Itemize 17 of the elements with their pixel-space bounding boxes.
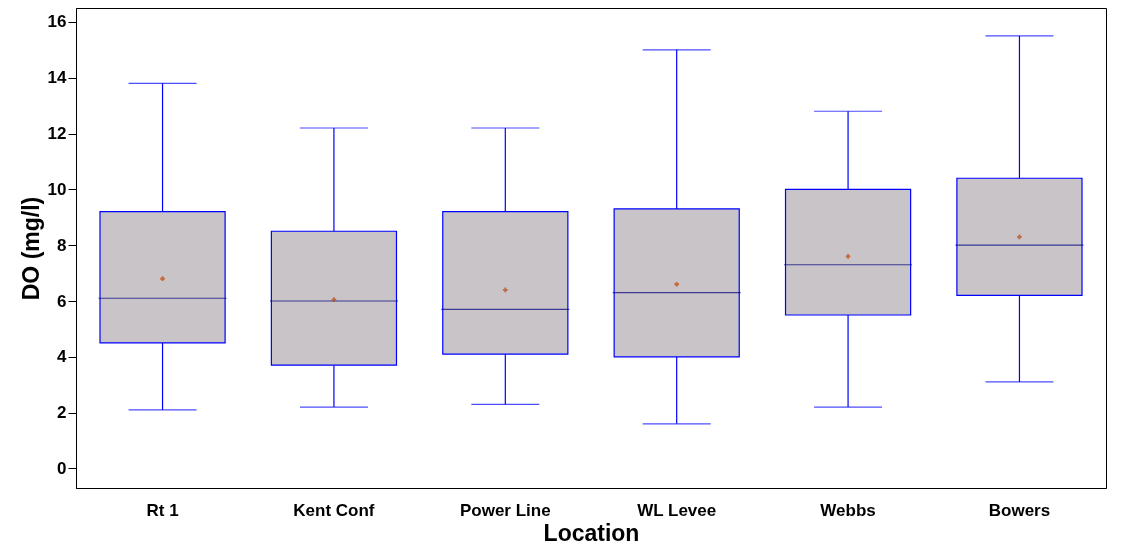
y-tick-label: 14 xyxy=(47,68,68,88)
y-tick-label: 16 xyxy=(47,12,67,32)
y-tick-label: 12 xyxy=(47,124,67,144)
x-axis-title: Location xyxy=(543,519,640,546)
x-tick-label: Rt 1 xyxy=(146,500,179,520)
x-tick-label: Kent Conf xyxy=(293,500,375,520)
y-tick-label: 6 xyxy=(57,291,67,311)
y-tick-label: 2 xyxy=(57,403,67,423)
x-tick-label: Power Line xyxy=(459,500,551,520)
y-tick-label: 10 xyxy=(47,179,67,199)
y-axis-title: DO (mg/l) xyxy=(17,196,44,301)
x-tick-label: WL Levee xyxy=(637,500,717,520)
y-tick-label: 8 xyxy=(57,235,67,255)
y-tick-label: 0 xyxy=(57,458,67,478)
x-tick-label: Webbs xyxy=(820,500,876,520)
y-tick-label: 4 xyxy=(57,347,68,367)
x-tick-label: Bowers xyxy=(988,500,1051,520)
